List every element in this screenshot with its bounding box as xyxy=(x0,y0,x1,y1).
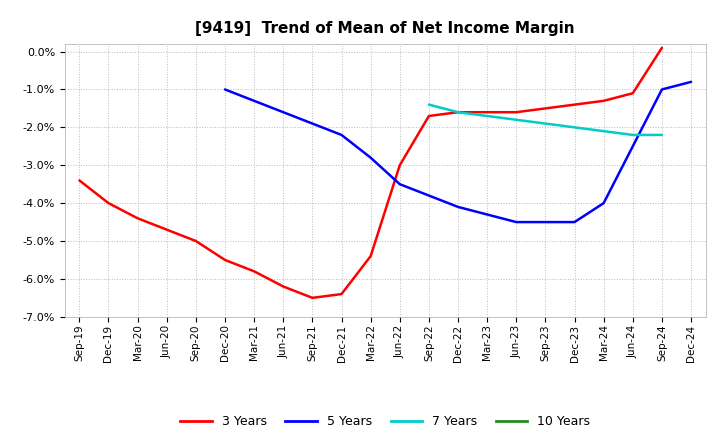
7 Years xyxy=(541,121,550,126)
3 Years xyxy=(425,114,433,119)
3 Years xyxy=(337,291,346,297)
Line: 3 Years: 3 Years xyxy=(79,48,662,298)
5 Years xyxy=(337,132,346,138)
Legend: 3 Years, 5 Years, 7 Years, 10 Years: 3 Years, 5 Years, 7 Years, 10 Years xyxy=(176,411,595,433)
3 Years xyxy=(366,253,375,259)
5 Years xyxy=(687,79,696,84)
5 Years xyxy=(483,212,492,217)
5 Years xyxy=(599,201,608,206)
5 Years xyxy=(657,87,666,92)
3 Years xyxy=(629,91,637,96)
3 Years xyxy=(512,110,521,115)
3 Years xyxy=(192,238,200,244)
3 Years xyxy=(657,45,666,51)
3 Years xyxy=(541,106,550,111)
3 Years xyxy=(454,110,462,115)
3 Years xyxy=(483,110,492,115)
5 Years xyxy=(425,193,433,198)
5 Years xyxy=(570,220,579,225)
7 Years xyxy=(454,110,462,115)
3 Years xyxy=(163,227,171,232)
Line: 7 Years: 7 Years xyxy=(429,105,662,135)
3 Years xyxy=(75,178,84,183)
3 Years xyxy=(279,284,287,289)
7 Years xyxy=(512,117,521,122)
5 Years xyxy=(395,182,404,187)
3 Years xyxy=(395,163,404,168)
5 Years xyxy=(629,143,637,149)
7 Years xyxy=(425,102,433,107)
7 Years xyxy=(599,128,608,134)
3 Years xyxy=(104,201,113,206)
5 Years xyxy=(366,155,375,160)
3 Years xyxy=(599,98,608,103)
5 Years xyxy=(454,204,462,209)
3 Years xyxy=(220,257,229,263)
3 Years xyxy=(570,102,579,107)
7 Years xyxy=(657,132,666,138)
3 Years xyxy=(133,216,142,221)
5 Years xyxy=(250,98,258,103)
7 Years xyxy=(483,114,492,119)
5 Years xyxy=(541,220,550,225)
5 Years xyxy=(220,87,229,92)
5 Years xyxy=(512,220,521,225)
7 Years xyxy=(629,132,637,138)
Line: 5 Years: 5 Years xyxy=(225,82,691,222)
5 Years xyxy=(279,110,287,115)
Title: [9419]  Trend of Mean of Net Income Margin: [9419] Trend of Mean of Net Income Margi… xyxy=(195,21,575,36)
7 Years xyxy=(570,125,579,130)
5 Years xyxy=(308,121,317,126)
3 Years xyxy=(308,295,317,301)
3 Years xyxy=(250,269,258,274)
